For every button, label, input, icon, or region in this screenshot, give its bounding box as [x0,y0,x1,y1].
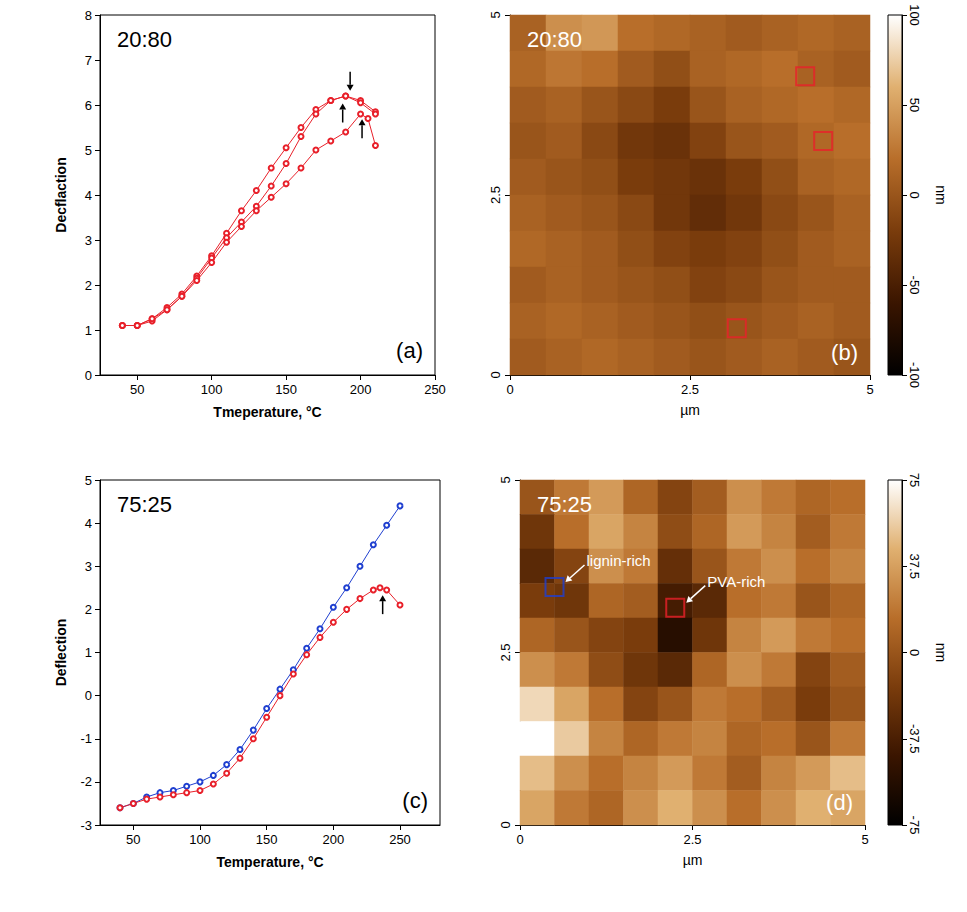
svg-text:250: 250 [389,832,411,847]
svg-text:2.5: 2.5 [683,832,701,847]
svg-text:75:25: 75:25 [117,492,172,517]
svg-text:5: 5 [488,11,503,18]
svg-text:5: 5 [85,473,92,488]
svg-text:1: 1 [85,323,92,338]
svg-text:250: 250 [424,382,446,397]
svg-text:5: 5 [85,143,92,158]
svg-text:8: 8 [85,8,92,23]
svg-text:6: 6 [85,98,92,113]
svg-text:Tmeperature, °C: Tmeperature, °C [213,404,321,420]
svg-text:2: 2 [85,602,92,617]
svg-text:5: 5 [498,476,513,483]
svg-text:PVA-rich: PVA-rich [707,573,765,590]
svg-text:-75: -75 [907,816,922,835]
svg-text:-100: -100 [907,362,922,388]
svg-text:0: 0 [85,368,92,383]
svg-text:50: 50 [907,98,922,112]
svg-text:Deflection: Deflection [53,619,69,687]
svg-text:lignin-rich: lignin-rich [587,552,651,569]
svg-text:5: 5 [861,832,868,847]
svg-text:37.5: 37.5 [907,554,922,579]
svg-text:-2: -2 [80,774,92,789]
svg-text:100: 100 [907,4,922,26]
svg-text:0: 0 [506,382,513,397]
svg-text:200: 200 [322,832,344,847]
svg-text:nm: nm [933,643,949,662]
svg-text:0: 0 [907,191,922,198]
svg-text:50: 50 [130,382,144,397]
svg-text:150: 150 [256,832,278,847]
svg-text:0: 0 [488,371,503,378]
svg-text:2.5: 2.5 [488,186,503,204]
svg-text:(b): (b) [831,340,858,365]
svg-text:2.5: 2.5 [681,382,699,397]
svg-text:20:80: 20:80 [527,27,582,52]
svg-text:µm: µm [680,402,700,418]
svg-text:-3: -3 [80,818,92,833]
svg-text:nm: nm [933,185,949,204]
svg-text:0: 0 [498,821,513,828]
svg-text:4: 4 [85,188,92,203]
svg-text:Temperature, °C: Temperature, °C [216,854,323,870]
svg-text:µm: µm [683,852,703,868]
svg-text:0: 0 [85,688,92,703]
svg-text:2.5: 2.5 [498,643,513,661]
svg-text:100: 100 [189,832,211,847]
svg-text:50: 50 [126,832,140,847]
svg-text:0: 0 [516,832,523,847]
svg-text:20:80: 20:80 [117,27,172,52]
svg-text:3: 3 [85,559,92,574]
svg-text:5: 5 [866,382,873,397]
svg-text:-50: -50 [907,276,922,295]
svg-text:150: 150 [275,382,297,397]
svg-text:4: 4 [85,516,92,531]
svg-text:3: 3 [85,233,92,248]
svg-text:-37.5: -37.5 [907,724,922,754]
svg-text:200: 200 [350,382,372,397]
svg-text:-1: -1 [80,731,92,746]
svg-text:(a): (a) [396,338,423,363]
svg-text:0: 0 [907,649,922,656]
svg-text:(c): (c) [402,788,428,813]
svg-text:(d): (d) [826,790,853,815]
svg-text:Decflaction: Decflaction [53,157,69,232]
svg-text:75: 75 [907,473,922,487]
svg-text:2: 2 [85,278,92,293]
svg-text:100: 100 [201,382,223,397]
svg-text:1: 1 [85,645,92,660]
svg-text:75:25: 75:25 [537,492,592,517]
svg-text:7: 7 [85,53,92,68]
